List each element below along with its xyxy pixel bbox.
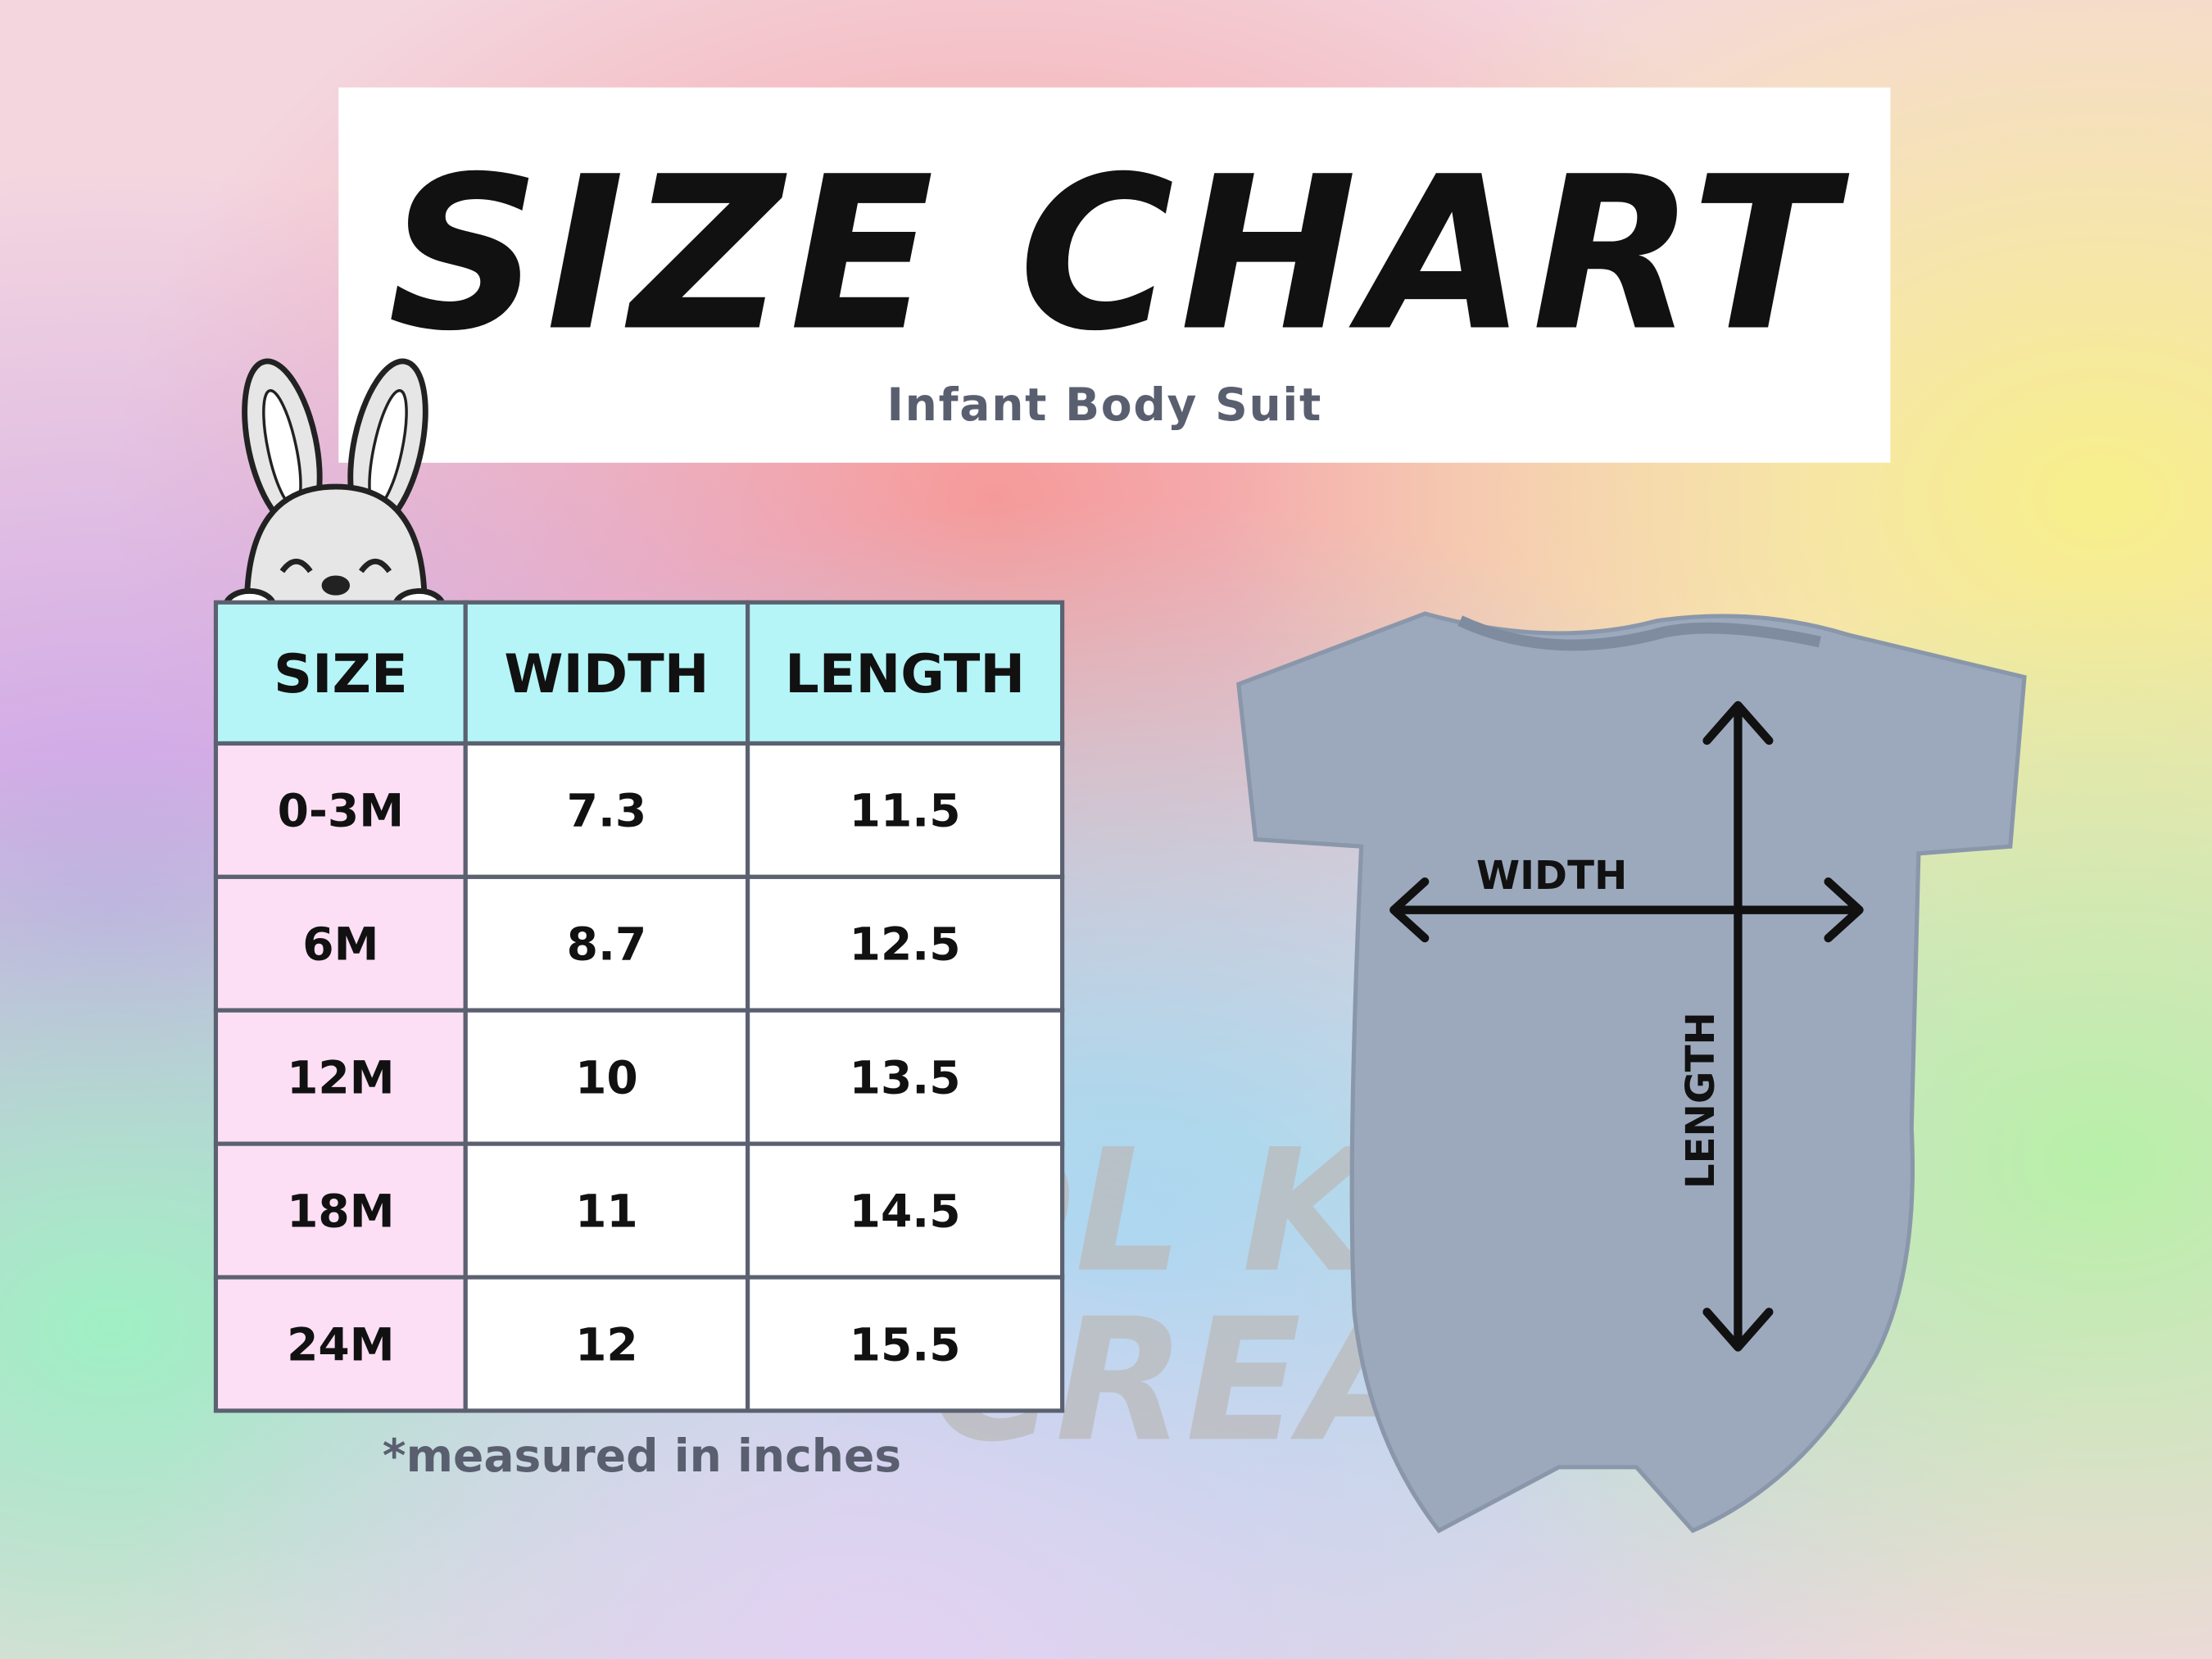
cell-text: 12: [575, 1318, 638, 1371]
cell-text: 14.5: [850, 1185, 961, 1237]
cell-text: 24M: [287, 1318, 395, 1371]
cell-text: SIZE: [274, 643, 408, 705]
bunny: [223, 358, 446, 625]
bodysuit-diagram: WIDTH LENGTH: [1236, 611, 2027, 1534]
length-arrow: [1702, 700, 1774, 1352]
cell-text: 6M: [302, 918, 378, 971]
cell-text: 12M: [287, 1052, 395, 1104]
title: SIZE CHART: [388, 130, 1849, 377]
table-cell: [746, 1275, 1065, 1413]
table-cell: [746, 741, 1065, 879]
table-cell: [463, 1275, 750, 1413]
table-cell: [213, 1275, 468, 1413]
width-arrow: [1389, 877, 1864, 943]
table-cell: [213, 600, 468, 746]
table-cell: [463, 600, 750, 746]
subtitle: Infant Body Suit: [886, 378, 1322, 431]
table-cell: [463, 1141, 750, 1280]
cell-text: 8.7: [567, 918, 647, 971]
bunny-eyes: [279, 558, 392, 573]
size-table: SIZE WIDTH LENGTH 0-3M 7.3 11.5 6M 8.7 12.5 12M 10…: [213, 600, 1065, 1413]
cell-text: WIDTH: [504, 643, 709, 705]
cell-text: 7.3: [567, 785, 647, 837]
cell-text: 13.5: [850, 1052, 961, 1104]
cell-text: 10: [575, 1052, 638, 1104]
table-cell: [213, 1141, 468, 1280]
cell-text: 15.5: [850, 1318, 961, 1371]
cell-text: 12.5: [850, 918, 961, 971]
title-banner: [338, 87, 1891, 463]
table-cell: [746, 874, 1065, 1013]
footnote: *measured in inches: [383, 1430, 901, 1482]
width-label: WIDTH: [1476, 853, 1627, 899]
cell-text: LENGTH: [785, 643, 1025, 705]
neckline: [1457, 615, 1821, 651]
table-cell: [463, 741, 750, 879]
table-cell: [463, 1008, 750, 1146]
cell-text: 11.5: [850, 785, 961, 837]
arrows: [1389, 700, 1864, 1352]
length-label: LENGTH: [1678, 1012, 1724, 1189]
cell-text: 18M: [287, 1185, 395, 1237]
bunny-nose: [321, 575, 351, 596]
table-cell: [746, 1141, 1065, 1280]
table-cell: [746, 1008, 1065, 1146]
bodysuit: [1236, 611, 2027, 1534]
bunny-head: [243, 483, 428, 610]
cell-text: 11: [575, 1185, 638, 1237]
cell-text: 0-3M: [278, 785, 404, 837]
